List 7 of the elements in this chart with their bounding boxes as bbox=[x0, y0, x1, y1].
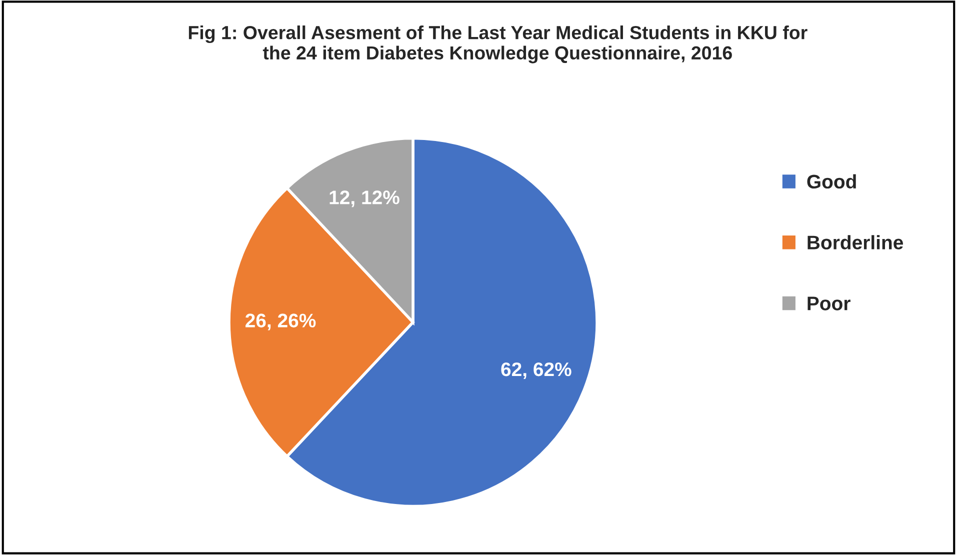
legend-label: Borderline bbox=[808, 235, 904, 250]
data-label: 26, 26% bbox=[246, 314, 316, 330]
legend-label: Good bbox=[807, 174, 856, 189]
chart-title: Fig 1: Overall Asesment of The Last Year Medical Students in KKU for the 24 item Diabetes Knowledge Questionnaire, 2016 bbox=[188, 25, 808, 64]
data-label: 12, 12% bbox=[330, 190, 400, 208]
data-label: 62, 62% bbox=[501, 362, 572, 380]
legend-label: Poor bbox=[808, 296, 850, 310]
